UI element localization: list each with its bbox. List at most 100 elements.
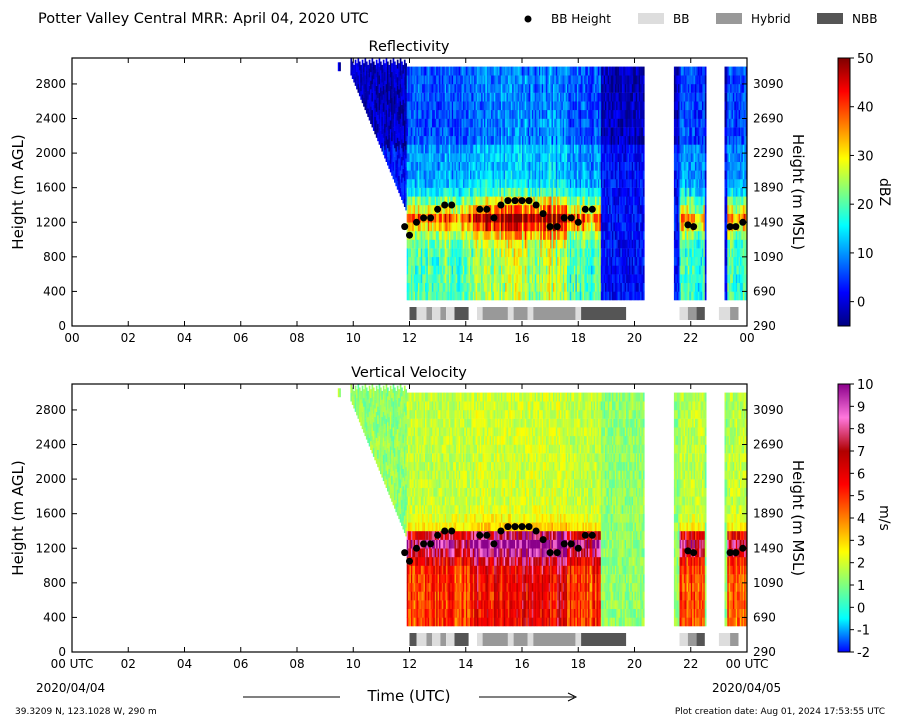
reflectivity-heatmap-cell	[364, 66, 367, 76]
reflectivity-heatmap-cell	[621, 109, 624, 119]
reflectivity-heatmap-cell	[642, 170, 645, 180]
reflectivity-heatmap-cell	[406, 161, 409, 171]
reflectivity-heatmap-cell	[387, 147, 389, 157]
reflectivity-heatmap-cell	[464, 239, 466, 249]
reflectivity-heatmap-cell	[486, 153, 489, 162]
reflectivity-heatmap-cell	[410, 92, 413, 102]
reflectivity-heatmap-cell	[419, 291, 421, 301]
reflectivity-heatmap-cell	[410, 239, 413, 249]
reflectivity-heatmap-cell	[389, 77, 392, 86]
reflectivity-heatmap-cell	[394, 139, 396, 149]
reflectivity-heatmap-cell	[377, 97, 379, 107]
reflectivity-heatmap-cell	[416, 239, 419, 249]
reflectivity-heatmap-cell	[364, 83, 367, 93]
reflectivity-heatmap-cell	[412, 83, 414, 93]
reflectivity-heatmap-cell	[415, 118, 417, 128]
reflectivity-heatmap-cell	[387, 104, 389, 114]
reflectivity-heatmap-cell	[416, 66, 419, 76]
reflectivity-heatmap-cell	[417, 144, 420, 154]
reflectivity-heatmap-cell	[406, 239, 409, 249]
reflectivity-heatmap-cell	[415, 179, 417, 188]
reflectivity-heatmap-cell	[374, 82, 376, 92]
reflectivity-heatmap-cell	[380, 104, 382, 114]
reflectivity-heatmap-cell	[408, 153, 410, 162]
reflectivity-heatmap-cell	[576, 135, 579, 145]
reflectivity-heatmap-cell	[554, 135, 556, 145]
reflectivity-heatmap-cell	[417, 248, 420, 258]
reflectivity-heatmap-cell	[410, 213, 413, 223]
reflectivity-heatmap-cell	[403, 154, 406, 164]
reflectivity-heatmap-cell	[441, 265, 444, 275]
reflectivity-heatmap-cell	[417, 170, 420, 180]
reflectivity-heatmap-cell	[358, 87, 361, 97]
reflectivity-heatmap-cell	[399, 144, 402, 154]
reflectivity-heatmap-cell	[417, 161, 420, 171]
reflectivity-heatmap-cell	[402, 108, 405, 117]
reflectivity-heatmap-cell	[576, 179, 579, 188]
reflectivity-heatmap-cell	[368, 68, 371, 78]
reflectivity-heatmap-cell	[412, 239, 414, 249]
reflectivity-heatmap-cell	[406, 153, 409, 162]
reflectivity-heatmap-cell	[419, 83, 421, 93]
reflectivity-heatmap-cell	[417, 256, 420, 266]
reflectivity-heatmap-cell	[402, 194, 405, 204]
reflectivity-heatmap-cell	[409, 101, 412, 111]
reflectivity-heatmap-cell	[417, 135, 420, 145]
reflectivity-heatmap-cell	[365, 61, 368, 71]
reflectivity-heatmap-cell	[486, 291, 489, 301]
reflectivity-heatmap-cell	[410, 222, 413, 232]
reflectivity-heatmap-cell	[420, 265, 423, 275]
reflectivity-heatmap-cell	[408, 66, 410, 76]
reflectivity-heatmap-cell	[394, 61, 396, 71]
reflectivity-heatmap-cell	[385, 153, 388, 162]
reflectivity-heatmap-cell	[391, 166, 393, 176]
reflectivity-heatmap-cell	[420, 161, 423, 171]
reflectivity-heatmap-cell	[406, 66, 409, 76]
reflectivity-heatmap-cell	[420, 144, 423, 154]
reflectivity-heatmap-cell	[415, 153, 417, 162]
reflectivity-heatmap-cell	[486, 83, 489, 93]
reflectivity-heatmap-cell	[382, 146, 385, 156]
reflectivity-heatmap-cell	[486, 144, 489, 154]
reflectivity-heatmap-cell	[351, 61, 354, 71]
reflectivity-heatmap-cell	[351, 70, 354, 79]
reflectivity-heatmap-cell	[367, 73, 369, 83]
reflectivity-heatmap-cell	[372, 70, 375, 79]
reflectivity-heatmap-cell	[621, 282, 624, 292]
reflectivity-heatmap-cell	[412, 179, 414, 188]
reflectivity-heatmap-cell	[413, 179, 416, 188]
reflectivity-heatmap-cell	[576, 291, 579, 301]
reflectivity-heatmap-cell	[621, 83, 624, 93]
reflectivity-heatmap-cell	[396, 154, 399, 164]
reflectivity-heatmap-cell	[354, 68, 357, 78]
reflectivity-heatmap-cell	[384, 141, 386, 150]
reflectivity-heatmap-cell	[388, 151, 391, 161]
reflectivity-heatmap-cell	[642, 230, 645, 240]
reflectivity-heatmap-cell	[385, 109, 388, 119]
reflectivity-heatmap-cell	[531, 248, 534, 258]
reflectivity-heatmap-cell	[394, 70, 396, 79]
reflectivity-heatmap-cell	[398, 106, 400, 116]
reflectivity-heatmap-cell	[464, 153, 466, 162]
reflectivity-heatmap-cell	[642, 222, 645, 232]
reflectivity-heatmap-cell	[391, 149, 393, 159]
reflectivity-heatmap-cell	[392, 135, 395, 145]
reflectivity-heatmap-cell	[486, 75, 489, 85]
reflectivity-heatmap-cell	[395, 177, 398, 187]
reflectivity-heatmap-cell	[642, 161, 645, 171]
reflectivity-heatmap-cell	[375, 68, 378, 78]
reflectivity-heatmap-cell	[509, 153, 511, 162]
reflectivity-heatmap-cell	[402, 82, 405, 92]
reflectivity-heatmap-cell	[486, 179, 489, 188]
reflectivity-heatmap-cell	[399, 118, 402, 128]
reflectivity-heatmap-cell	[392, 92, 395, 102]
legend-hybrid-swatch	[716, 13, 742, 24]
reflectivity-heatmap-cell	[441, 179, 444, 188]
reflectivity-heatmap-cell	[406, 205, 409, 214]
reflectivity-heatmap-cell	[415, 135, 417, 145]
reflectivity-heatmap-cell	[382, 85, 385, 95]
reflectivity-heatmap-cell	[413, 170, 416, 180]
reflectivity-heatmap-cell	[415, 101, 417, 111]
reflectivity-heatmap-cell	[417, 282, 420, 292]
reflectivity-heatmap-cell	[385, 127, 388, 137]
